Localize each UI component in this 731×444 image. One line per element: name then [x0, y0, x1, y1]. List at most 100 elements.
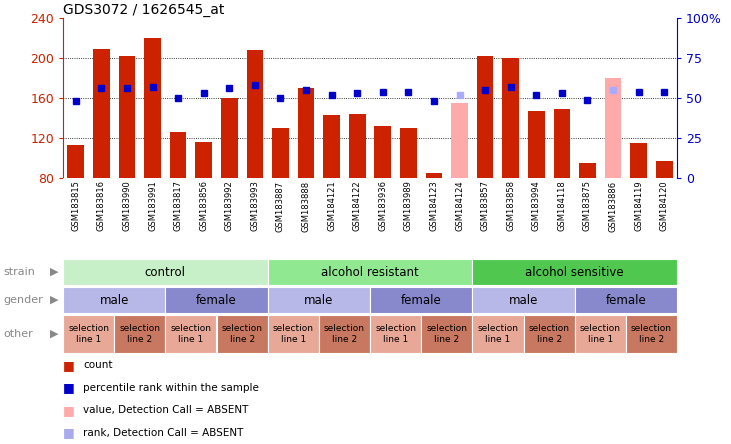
Bar: [374, 126, 391, 178]
Text: GSM183858: GSM183858: [506, 180, 515, 231]
Bar: [170, 132, 186, 178]
Text: GSM183936: GSM183936: [378, 180, 387, 231]
Text: GSM183815: GSM183815: [72, 180, 80, 231]
Text: GSM183994: GSM183994: [531, 180, 541, 231]
Text: male: male: [509, 293, 538, 306]
Text: gender: gender: [4, 295, 43, 305]
Bar: [575, 286, 677, 313]
Bar: [216, 315, 268, 353]
Text: GSM184121: GSM184121: [327, 180, 336, 231]
Bar: [425, 173, 442, 178]
Bar: [268, 286, 370, 313]
Text: GSM183989: GSM183989: [404, 180, 413, 231]
Text: selection
line 2: selection line 2: [631, 324, 672, 344]
Bar: [605, 78, 621, 178]
Text: GSM183887: GSM183887: [276, 180, 285, 231]
Bar: [165, 286, 268, 313]
Bar: [195, 142, 212, 178]
Text: GSM183992: GSM183992: [225, 180, 234, 231]
Text: GDS3072 / 1626545_at: GDS3072 / 1626545_at: [63, 3, 224, 17]
Bar: [579, 163, 596, 178]
Text: other: other: [4, 329, 34, 339]
Text: male: male: [304, 293, 333, 306]
Bar: [118, 56, 135, 178]
Bar: [63, 315, 114, 353]
Text: value, Detection Call = ABSENT: value, Detection Call = ABSENT: [83, 405, 249, 415]
Text: female: female: [401, 293, 442, 306]
Text: ▶: ▶: [50, 329, 58, 339]
Bar: [523, 315, 575, 353]
Bar: [268, 315, 319, 353]
Bar: [472, 258, 677, 285]
Text: count: count: [83, 360, 113, 370]
Text: ▶: ▶: [50, 267, 58, 277]
Bar: [298, 88, 314, 178]
Bar: [268, 258, 472, 285]
Text: male: male: [99, 293, 129, 306]
Text: ■: ■: [63, 404, 75, 417]
Bar: [400, 128, 417, 178]
Text: selection
line 2: selection line 2: [119, 324, 160, 344]
Bar: [502, 58, 519, 178]
Text: GSM183993: GSM183993: [251, 180, 260, 231]
Bar: [63, 286, 165, 313]
Text: GSM183886: GSM183886: [608, 180, 618, 231]
Text: selection
line 1: selection line 1: [170, 324, 211, 344]
Text: alcohol resistant: alcohol resistant: [321, 266, 419, 278]
Bar: [319, 315, 370, 353]
Text: alcohol sensitive: alcohol sensitive: [526, 266, 624, 278]
Bar: [370, 286, 472, 313]
Text: GSM183991: GSM183991: [148, 180, 157, 231]
Bar: [477, 56, 493, 178]
Text: rank, Detection Call = ABSENT: rank, Detection Call = ABSENT: [83, 428, 244, 438]
Text: selection
line 2: selection line 2: [529, 324, 569, 344]
Text: ■: ■: [63, 359, 75, 372]
Text: GSM184123: GSM184123: [429, 180, 439, 231]
Text: GSM183817: GSM183817: [174, 180, 183, 231]
Bar: [630, 143, 647, 178]
Text: strain: strain: [4, 267, 36, 277]
Bar: [63, 258, 268, 285]
Bar: [421, 315, 472, 353]
Bar: [221, 98, 238, 178]
Bar: [93, 49, 110, 178]
Text: GSM184124: GSM184124: [455, 180, 464, 231]
Text: selection
line 1: selection line 1: [273, 324, 314, 344]
Bar: [472, 315, 523, 353]
Text: control: control: [145, 266, 186, 278]
Text: GSM183990: GSM183990: [123, 180, 132, 231]
Text: percentile rank within the sample: percentile rank within the sample: [83, 383, 260, 393]
Text: selection
line 1: selection line 1: [68, 324, 109, 344]
Bar: [349, 114, 366, 178]
Text: GSM183888: GSM183888: [302, 180, 311, 231]
Bar: [67, 145, 84, 178]
Bar: [451, 103, 468, 178]
Bar: [575, 315, 626, 353]
Text: GSM184119: GSM184119: [634, 180, 643, 231]
Bar: [272, 128, 289, 178]
Bar: [472, 286, 575, 313]
Text: selection
line 1: selection line 1: [580, 324, 621, 344]
Bar: [528, 111, 545, 178]
Text: GSM183816: GSM183816: [97, 180, 106, 231]
Text: GSM183875: GSM183875: [583, 180, 592, 231]
Text: selection
line 2: selection line 2: [324, 324, 365, 344]
Text: female: female: [196, 293, 237, 306]
Text: GSM183856: GSM183856: [200, 180, 208, 231]
Bar: [656, 161, 673, 178]
Bar: [165, 315, 216, 353]
Text: GSM183857: GSM183857: [480, 180, 490, 231]
Text: selection
line 1: selection line 1: [477, 324, 518, 344]
Text: GSM184122: GSM184122: [353, 180, 362, 231]
Bar: [370, 315, 421, 353]
Bar: [246, 50, 263, 178]
Text: female: female: [605, 293, 646, 306]
Text: ▶: ▶: [50, 295, 58, 305]
Bar: [144, 38, 161, 178]
Text: selection
line 1: selection line 1: [375, 324, 416, 344]
Text: ■: ■: [63, 426, 75, 439]
Text: GSM184118: GSM184118: [557, 180, 567, 231]
Text: selection
line 2: selection line 2: [221, 324, 262, 344]
Bar: [626, 315, 677, 353]
Text: ■: ■: [63, 381, 75, 394]
